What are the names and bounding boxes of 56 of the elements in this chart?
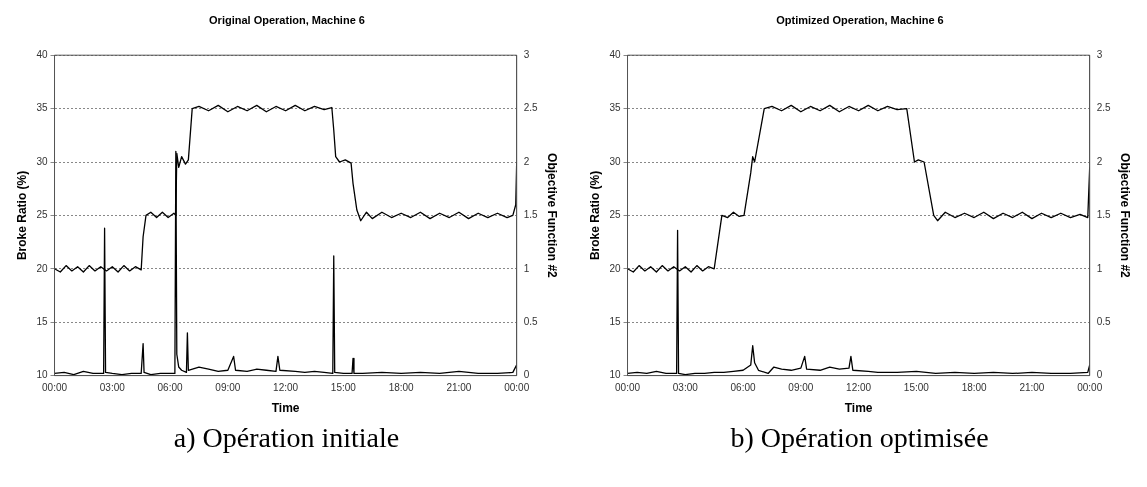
x-tick-label: 18:00 — [961, 382, 987, 394]
y-tick-label: 40 — [608, 48, 621, 60]
x-tick-label: 00:00 — [41, 382, 67, 394]
x-tick-label: 03:00 — [672, 382, 698, 394]
y2-tick-label: 2.5 — [523, 102, 538, 114]
x-tick-label: 03:00 — [99, 382, 125, 394]
x-axis-title: Time — [271, 401, 300, 416]
x-axis-title: Time — [844, 401, 873, 416]
x-tick-label: 00:00 — [503, 382, 530, 394]
y2-tick-label: 0 — [523, 369, 530, 381]
chart-title: Original Operation, Machine 6 — [208, 13, 365, 26]
y-tick-label: 30 — [608, 155, 621, 167]
y2-tick-label: 1.5 — [523, 209, 538, 221]
y2-axis-title: Objective Function #2 — [544, 153, 559, 279]
y-tick-label: 35 — [35, 102, 48, 114]
y-tick-label: 25 — [608, 209, 621, 221]
x-tick-label: 00:00 — [614, 382, 640, 394]
x-tick-label: 09:00 — [787, 382, 814, 394]
y2-tick-label: 0.5 — [1096, 315, 1111, 327]
y-tick-label: 40 — [35, 48, 48, 60]
x-tick-label: 21:00 — [1018, 382, 1045, 394]
y2-axis-title: Objective Function #2 — [1117, 153, 1132, 279]
y-tick-label: 35 — [608, 102, 621, 114]
y-tick-label: 20 — [35, 262, 48, 274]
chart-title: Optimized Operation, Machine 6 — [775, 13, 944, 26]
x-tick-label: 06:00 — [157, 382, 183, 394]
x-tick-label: 18:00 — [388, 382, 414, 394]
y-tick-label: 15 — [35, 315, 48, 327]
y-tick-label: 10 — [35, 369, 48, 381]
y2-tick-label: 1 — [523, 262, 530, 274]
text: b) Opération optimisée — [730, 422, 989, 454]
y2-tick-label: 0.5 — [523, 315, 538, 327]
y2-tick-label: 0 — [1096, 369, 1103, 381]
x-tick-label: 15:00 — [330, 382, 356, 394]
y-tick-label: 20 — [608, 262, 621, 274]
y-tick-label: 30 — [35, 155, 48, 167]
y2-tick-label: 1.5 — [1096, 209, 1111, 221]
y-tick-label: 10 — [608, 369, 621, 381]
x-tick-label: 15:00 — [903, 382, 929, 394]
y2-tick-label: 3 — [1096, 48, 1103, 60]
x-tick-label: 00:00 — [1076, 382, 1103, 394]
x-tick-label: 06:00 — [730, 382, 756, 394]
x-tick-label: 12:00 — [272, 382, 299, 394]
y2-tick-label: 2.5 — [1096, 102, 1111, 114]
y2-tick-label: 3 — [523, 48, 530, 60]
y2-tick-label: 1 — [1096, 262, 1103, 274]
y-axis-title: Broke Ratio (%) — [14, 170, 29, 261]
x-tick-label: 09:00 — [214, 382, 241, 394]
y-tick-label: 15 — [608, 315, 621, 327]
x-tick-label: 12:00 — [845, 382, 872, 394]
x-tick-label: 21:00 — [445, 382, 472, 394]
y-tick-label: 25 — [35, 209, 48, 221]
y2-tick-label: 2 — [523, 155, 530, 167]
text: a) Opération initiale — [173, 422, 400, 454]
y2-tick-label: 2 — [1096, 155, 1103, 167]
y-axis-title: Broke Ratio (%) — [587, 170, 602, 261]
